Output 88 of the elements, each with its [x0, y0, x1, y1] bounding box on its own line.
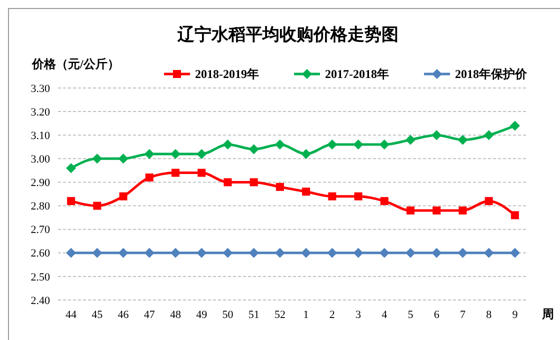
point: [274, 248, 285, 258]
point: [379, 248, 390, 258]
x-tick-label: 2: [329, 309, 335, 321]
x-tick-label: 6: [434, 309, 440, 321]
point: [92, 248, 102, 258]
point: [198, 168, 206, 177]
point: [67, 197, 76, 206]
point: [458, 134, 468, 145]
point: [66, 248, 76, 258]
y-tick-label: 2.80: [30, 200, 50, 213]
x-tick-label: 9: [512, 309, 518, 321]
legend-label: 2018-2019年: [195, 67, 259, 82]
point: [170, 248, 180, 258]
point: [222, 140, 233, 150]
x-axis-title: 周: [541, 307, 554, 321]
point: [406, 206, 414, 214]
x-tick-label: 50: [222, 309, 234, 321]
x-tick-label: 52: [274, 309, 286, 321]
y-tick-label: 2.90: [30, 177, 50, 190]
y-tick-label: 3.20: [30, 106, 50, 118]
point: [66, 163, 76, 174]
point: [118, 248, 128, 258]
x-tick-label: 46: [118, 309, 130, 321]
point: [354, 192, 362, 200]
point: [276, 182, 284, 191]
y-tick-label: 3.10: [30, 130, 50, 142]
point: [353, 248, 364, 258]
point: [406, 248, 416, 258]
point: [222, 248, 233, 258]
point: [170, 148, 180, 159]
point: [302, 188, 310, 196]
x-tick-label: 47: [144, 309, 156, 321]
legend-label: 2017-2018年: [325, 67, 389, 82]
legend-label: 2018年保护价: [455, 67, 528, 82]
point: [510, 211, 519, 220]
x-tick-label: 4: [382, 309, 388, 321]
point: [144, 148, 154, 159]
point: [118, 154, 128, 164]
point: [328, 192, 336, 200]
point: [301, 148, 312, 159]
point: [196, 248, 207, 258]
point: [274, 140, 285, 150]
point: [248, 248, 259, 258]
point: [458, 206, 467, 214]
point: [119, 192, 128, 200]
point: [406, 134, 416, 145]
x-tick-label: 7: [460, 309, 466, 321]
y-tick-label: 3.00: [30, 154, 50, 166]
y-tick-label: 3.30: [30, 82, 50, 95]
x-tick-label: 51: [248, 309, 260, 321]
point: [484, 130, 494, 140]
chart-title: 辽宁水稻平均收购价格走势图: [176, 25, 398, 44]
point: [484, 248, 494, 258]
point: [510, 120, 520, 131]
point: [380, 197, 388, 206]
point: [144, 248, 154, 258]
y-tick-label: 2.40: [30, 294, 50, 307]
point: [432, 248, 442, 258]
point: [250, 178, 258, 186]
point: [327, 140, 338, 150]
x-tick-label: 48: [170, 309, 182, 321]
point: [196, 148, 207, 159]
y-axis-title: 价格（元/公斤）: [31, 57, 120, 71]
point: [301, 248, 312, 258]
x-tick-label: 5: [408, 309, 414, 321]
x-tick-label: 8: [486, 309, 492, 321]
point: [327, 248, 338, 258]
point: [248, 144, 259, 154]
point: [379, 140, 390, 150]
point: [484, 197, 493, 206]
x-tick-label: 3: [356, 309, 362, 321]
y-tick-label: 2.60: [30, 248, 50, 260]
x-tick-label: 1: [303, 309, 309, 321]
x-tick-label: 44: [66, 309, 78, 321]
point: [432, 130, 442, 140]
x-tick-label: 45: [92, 309, 104, 321]
point: [92, 154, 102, 164]
y-tick-label: 2.70: [30, 224, 50, 236]
point: [172, 168, 180, 177]
y-tick-label: 2.50: [30, 271, 50, 284]
point: [93, 202, 102, 210]
point: [510, 248, 520, 258]
point: [458, 248, 468, 258]
point: [145, 174, 154, 182]
point: [432, 206, 441, 214]
x-tick-label: 49: [196, 309, 208, 321]
point: [224, 178, 232, 186]
point: [353, 140, 364, 150]
